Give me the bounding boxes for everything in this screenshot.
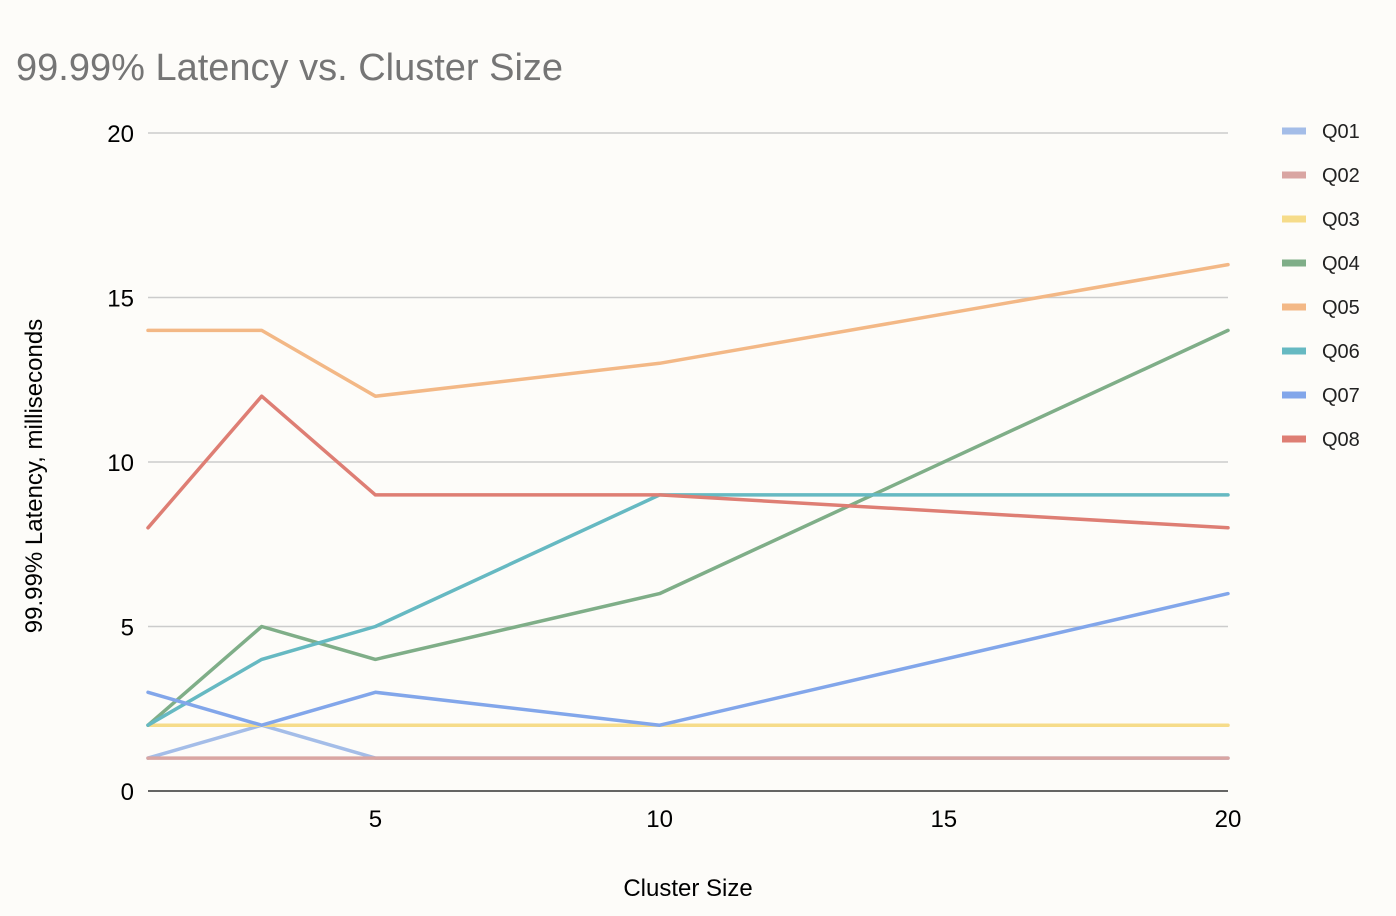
legend-label-q04: Q04 — [1322, 253, 1360, 275]
y-tick-label: 20 — [107, 121, 134, 148]
legend-label-q06: Q06 — [1322, 341, 1360, 363]
series-line-q04 — [146, 328, 1230, 727]
x-axis-ticks: 5 10 15 20 — [369, 806, 1242, 833]
y-tick-label: 5 — [121, 615, 134, 642]
x-tick-label: 15 — [930, 806, 957, 833]
legend-label-q05: Q05 — [1322, 297, 1360, 319]
x-axis-label: Cluster Size — [623, 875, 752, 902]
legend: Q01 Q02 Q03 Q04 Q05 Q06 Q07 Q08 — [1282, 121, 1360, 451]
series-line-q08 — [146, 394, 1230, 530]
legend-label-q08: Q08 — [1322, 429, 1360, 451]
legend-label-q07: Q07 — [1322, 385, 1360, 407]
legend-label-q03: Q03 — [1322, 209, 1360, 231]
series-line-q05 — [146, 262, 1230, 398]
y-axis-label: 99.99% Latency, milliseconds — [21, 319, 48, 633]
y-tick-label: 10 — [107, 450, 134, 477]
series-line-q07 — [146, 591, 1230, 727]
x-tick-label: 20 — [1215, 806, 1242, 833]
y-axis-ticks: 0 5 10 15 20 — [107, 121, 134, 806]
chart-title: 99.99% Latency vs. Cluster Size — [16, 47, 563, 89]
legend-label-q02: Q02 — [1322, 165, 1360, 187]
x-tick-label: 5 — [369, 806, 382, 833]
gridlines — [148, 132, 1228, 792]
series-line-q01 — [146, 723, 1230, 760]
series-lines — [146, 262, 1230, 760]
x-tick-label: 10 — [646, 806, 673, 833]
series-line-q06 — [146, 493, 1230, 727]
y-tick-label: 15 — [107, 286, 134, 313]
legend-label-q01: Q01 — [1322, 121, 1360, 143]
y-tick-label: 0 — [121, 779, 134, 806]
